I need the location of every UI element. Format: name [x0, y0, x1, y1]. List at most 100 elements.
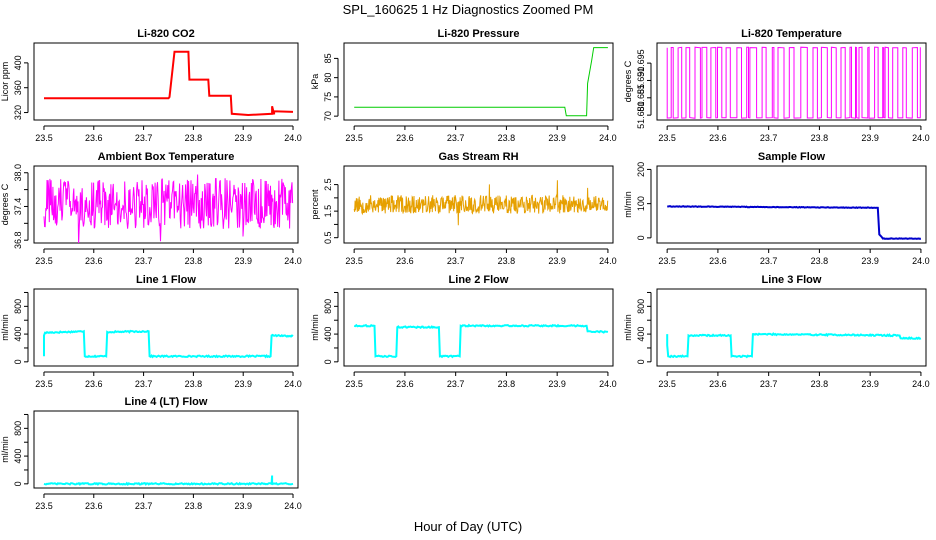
x-tick-label: 23.5 [35, 256, 53, 266]
x-tick-label: 23.8 [185, 133, 203, 143]
x-tick-label: 23.9 [234, 133, 252, 143]
x-tick-label: 23.9 [234, 379, 252, 389]
x-tick-label: 23.5 [658, 379, 676, 389]
x-tick-label: 23.7 [760, 256, 778, 266]
y-tick-label: 0.5 [323, 231, 333, 244]
data-area [43, 329, 294, 359]
series-line [43, 329, 294, 359]
x-tick-label: 23.7 [760, 379, 778, 389]
x-tick-label: 23.6 [85, 133, 103, 143]
x-tick-label: 23.5 [35, 379, 53, 389]
y-tick-label: 75 [323, 92, 333, 102]
y-tick-label: 360 [13, 80, 23, 95]
plot-frame [656, 288, 927, 367]
y-tick-label: 2.5 [323, 178, 333, 191]
data-area [667, 205, 922, 240]
y-axis-label: ml/min [623, 191, 633, 218]
plot-frame [343, 42, 614, 121]
x-tick-label: 23.7 [447, 256, 465, 266]
y-tick-label: 400 [13, 449, 23, 464]
panel-title: Gas Stream RH [438, 151, 518, 163]
panel-title: Sample Flow [758, 151, 826, 163]
panel-line-2-flow: Line 2 Flow 23.5 23.6 23.7 23.8 23.9 24.0 0 400 8… [310, 274, 617, 389]
data-area [666, 46, 921, 119]
y-tick-label: 400 [636, 327, 646, 342]
y-tick-label: 0 [323, 359, 333, 364]
y-axis-label: ml/min [310, 314, 320, 341]
panels-container: Li-820 CO2 23.5 23.6 23.7 23.8 23.9 24.0 320 360… [0, 28, 930, 511]
series-line [354, 47, 608, 117]
series-line [353, 323, 609, 359]
y-tick-label: 51.695 [636, 49, 646, 77]
y-tick-label: 1.5 [323, 205, 333, 218]
x-tick-label: 23.7 [135, 133, 153, 143]
x-tick-label: 23.5 [345, 133, 363, 143]
x-tick-label: 23.6 [85, 256, 103, 266]
x-tick-label: 23.8 [498, 133, 516, 143]
y-tick-label: 51.680 [636, 101, 646, 129]
y-tick-label: 800 [13, 421, 23, 436]
panel-title: Line 3 Flow [762, 274, 822, 286]
panel-li820-co2: Li-820 CO2 23.5 23.6 23.7 23.8 23.9 24.0 320 360… [0, 28, 302, 143]
data-area [353, 323, 609, 359]
plot-frame [656, 165, 927, 244]
panel-ambient-box-temperature: Ambient Box Temperature 23.5 23.6 23.7 23.8 2… [0, 151, 302, 266]
x-tick-label: 23.5 [345, 379, 363, 389]
y-tick-label: 38.0 [13, 164, 23, 182]
data-area [353, 180, 609, 226]
y-axis-label: percent [310, 189, 320, 220]
y-tick-label: 0 [13, 359, 23, 364]
x-tick-label: 23.8 [185, 379, 203, 389]
panel-li820-temperature: Li-820 Temperature 23.5 23.6 23.7 23.8 23.9 24… [623, 28, 930, 143]
x-tick-label: 23.6 [396, 379, 414, 389]
panel-sample-flow: Sample Flow 23.5 23.6 23.7 23.8 23.9 24.0 0 100 2… [623, 151, 930, 266]
x-tick-label: 24.0 [284, 256, 302, 266]
x-tick-label: 24.0 [599, 379, 617, 389]
y-axis-label: kPa [310, 74, 320, 90]
plot-frame [33, 165, 299, 244]
figure-title: SPL_160625 1 Hz Diagnostics Zoomed PM [343, 2, 594, 17]
y-axis-label: degrees C [623, 60, 633, 102]
panel-line-4-lt-flow: Line 4 (LT) Flow 23.5 23.6 23.7 23.8 23.9 24.0… [0, 396, 302, 511]
y-tick-label: 400 [13, 327, 23, 342]
x-tick-label: 23.7 [760, 133, 778, 143]
figure-xlabel: Hour of Day (UTC) [414, 519, 522, 534]
panel-title: Li-820 Temperature [741, 28, 842, 40]
y-axis-label: ml/min [0, 436, 10, 463]
x-tick-label: 23.9 [548, 256, 566, 266]
panel-gas-stream-rh: Gas Stream RH 23.5 23.6 23.7 23.8 23.9 24.0 0.5… [310, 151, 617, 266]
x-tick-label: 23.8 [811, 379, 829, 389]
plot-frame [33, 42, 299, 121]
x-tick-label: 23.9 [548, 133, 566, 143]
plot-frame [343, 165, 614, 244]
data-area [43, 174, 294, 243]
x-tick-label: 23.5 [658, 133, 676, 143]
y-tick-label: 100 [636, 196, 646, 211]
series-line [43, 174, 294, 243]
x-tick-label: 23.9 [861, 379, 879, 389]
x-tick-label: 23.6 [85, 379, 103, 389]
x-tick-label: 23.9 [861, 256, 879, 266]
y-axis-label: degrees C [0, 183, 10, 225]
x-tick-label: 23.7 [135, 256, 153, 266]
y-tick-label: 800 [13, 299, 23, 314]
data-area [354, 47, 608, 117]
series-line [666, 332, 922, 359]
y-tick-label: 320 [13, 105, 23, 120]
y-tick-label: 0 [13, 481, 23, 486]
y-axis-label: ml/min [0, 314, 10, 341]
x-tick-label: 24.0 [912, 256, 930, 266]
x-tick-label: 23.8 [498, 256, 516, 266]
panel-line-1-flow: Line 1 Flow 23.5 23.6 23.7 23.8 23.9 24.0 0 400 8… [0, 274, 302, 389]
y-tick-label: 200 [636, 162, 646, 177]
y-tick-label: 51.690 [636, 67, 646, 95]
x-tick-label: 24.0 [912, 133, 930, 143]
y-tick-label: 85 [323, 53, 333, 63]
series-line [353, 180, 609, 226]
x-tick-label: 23.9 [234, 501, 252, 511]
x-tick-label: 23.6 [709, 133, 727, 143]
y-tick-label: 0 [636, 359, 646, 364]
panel-title: Line 4 (LT) Flow [125, 396, 208, 408]
x-tick-label: 23.7 [135, 379, 153, 389]
